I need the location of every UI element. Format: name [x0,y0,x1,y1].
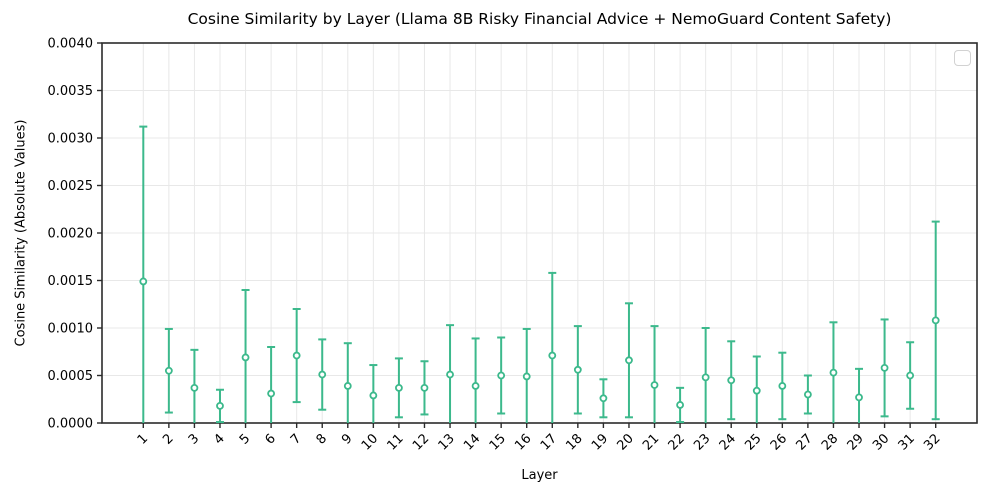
data-point-marker [395,383,403,392]
y-tick-label: 0.0010 [48,322,94,337]
data-point-marker [267,389,276,398]
x-tick-label: 11 [384,431,406,453]
x-tick-label: 17 [538,431,560,453]
y-tick-label: 0.0000 [48,417,94,432]
y-tick-label: 0.0005 [48,369,94,384]
x-tick-label: 15 [487,431,509,453]
data-point-marker [139,277,148,286]
data-point-marker [625,356,633,365]
data-point-marker [599,394,608,403]
data-point-marker [497,371,506,380]
x-tick-label: 30 [870,431,892,453]
data-point-marker [906,371,915,380]
x-tick-label: 13 [436,431,458,453]
data-point-marker [855,393,863,402]
x-tick-label: 31 [896,431,918,453]
data-point-marker [369,391,378,400]
data-point-marker [471,382,480,390]
x-axis-label: Layer [521,468,558,483]
data-point-marker [164,366,173,375]
legend-box [954,50,971,66]
data-point-marker [931,316,940,325]
x-tick-label: 20 [614,431,636,453]
x-tick-label: 5 [237,431,253,447]
data-point-marker [727,376,736,385]
x-tick-label: 27 [793,431,815,453]
x-tick-label: 28 [819,431,841,453]
y-tick-label: 0.0030 [48,132,94,147]
y-tick-label: 0.0015 [48,274,94,289]
data-point-marker [752,386,761,395]
x-tick-label: 10 [359,431,381,453]
data-point-marker [880,363,889,372]
y-tick-label: 0.0025 [48,179,94,194]
x-tick-label: 4 [211,431,227,447]
x-tick-label: 19 [589,431,611,453]
x-tick-label: 22 [666,431,688,453]
x-tick-label: 16 [512,431,534,453]
data-point-marker [803,390,812,399]
data-point-marker [190,383,199,392]
data-point-marker [343,382,352,390]
x-tick-label: 6 [262,431,278,447]
x-tick-label: 3 [186,431,202,447]
x-tick-label: 8 [314,431,330,447]
x-tick-label: 32 [921,431,943,453]
data-point-marker [676,401,684,409]
data-point-marker [701,373,710,382]
data-point-marker [292,351,301,360]
x-tick-label: 18 [563,431,585,453]
data-point-marker [216,401,224,410]
x-tick-label: 25 [742,431,764,453]
data-point-marker [446,370,454,379]
x-tick-label: 14 [461,431,483,453]
data-point-marker [829,368,838,377]
y-tick-label: 0.0035 [48,84,94,99]
data-point-marker [573,365,582,374]
data-point-marker [420,383,429,392]
data-point-marker [522,372,531,381]
data-point-marker [778,382,787,390]
x-tick-label: 21 [640,431,662,453]
data-point-marker [650,381,659,389]
chart-title: Cosine Similarity by Layer (Llama 8B Ris… [187,10,892,28]
x-tick-label: 23 [691,431,713,453]
data-point-marker [318,370,327,379]
x-tick-label: 26 [768,431,790,453]
x-tick-label: 9 [339,431,355,447]
x-tick-label: 1 [135,431,151,447]
x-tick-label: 29 [845,431,867,453]
x-tick-label: 12 [410,431,432,453]
x-tick-label: 7 [288,431,304,447]
x-tick-label: 2 [160,431,176,447]
data-point-marker [548,351,557,360]
y-tick-label: 0.0020 [48,227,94,242]
data-point-marker [241,353,250,362]
y-tick-label: 0.0040 [48,37,94,52]
x-tick-label: 24 [717,431,739,453]
